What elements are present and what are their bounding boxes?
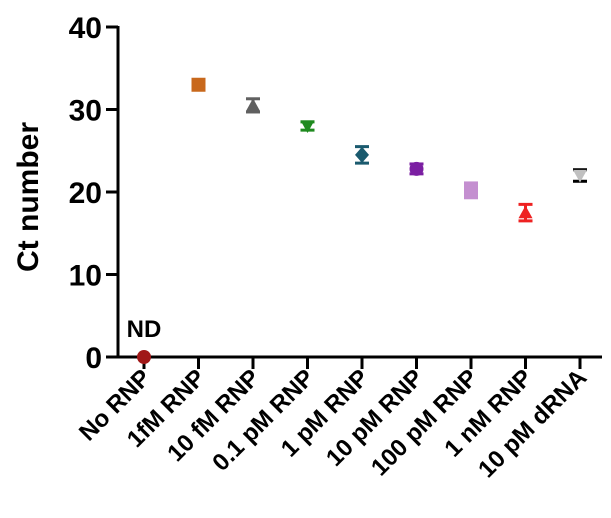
data-point bbox=[355, 145, 369, 165]
data-point bbox=[191, 77, 206, 92]
data-point bbox=[409, 161, 424, 176]
data-point bbox=[464, 181, 478, 200]
annotations: ND bbox=[127, 316, 162, 343]
y-tick-label: 10 bbox=[69, 260, 102, 293]
y-ticks: 0 10 20 30 40 bbox=[69, 12, 118, 375]
y-axis-title: Ct number bbox=[12, 122, 45, 272]
data-points bbox=[137, 77, 587, 364]
data-point bbox=[573, 168, 587, 183]
data-point-marker bbox=[409, 161, 424, 176]
data-point bbox=[246, 97, 260, 114]
annotation-label: ND bbox=[127, 316, 162, 343]
data-point-marker bbox=[573, 169, 587, 183]
data-point-marker bbox=[518, 205, 533, 219]
data-point-marker bbox=[464, 183, 478, 198]
data-point-marker bbox=[355, 146, 369, 163]
axes bbox=[116, 26, 602, 359]
data-point-marker bbox=[137, 350, 151, 364]
y-tick-label: 20 bbox=[69, 177, 102, 210]
y-tick-label: 0 bbox=[85, 342, 102, 375]
data-point bbox=[300, 120, 315, 133]
data-point-marker bbox=[300, 120, 315, 133]
data-point bbox=[518, 202, 533, 223]
y-tick-label: 40 bbox=[69, 12, 102, 45]
data-point-marker bbox=[246, 98, 260, 111]
data-point-marker bbox=[191, 77, 206, 92]
data-point bbox=[137, 350, 151, 364]
y-tick-label: 30 bbox=[69, 95, 102, 128]
